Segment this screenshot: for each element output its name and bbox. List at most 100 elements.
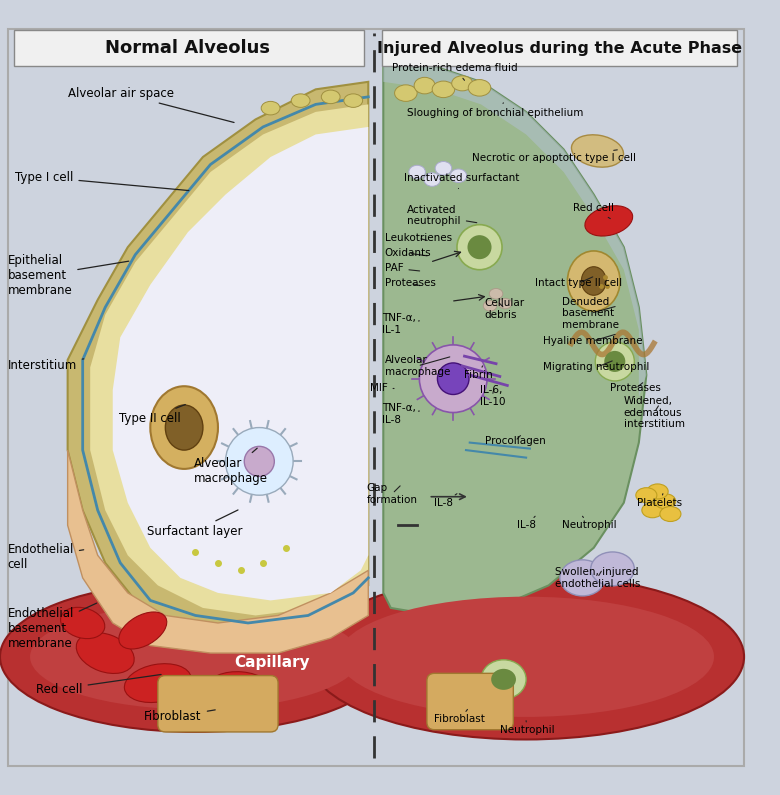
Ellipse shape: [414, 77, 435, 94]
Ellipse shape: [498, 298, 512, 308]
Polygon shape: [383, 60, 647, 585]
Text: IL-8: IL-8: [434, 494, 457, 508]
Text: Activated
neutrophil: Activated neutrophil: [407, 205, 477, 227]
Text: Inactivated surfactant: Inactivated surfactant: [404, 173, 519, 188]
Ellipse shape: [435, 161, 452, 175]
Text: Alveolar
macrophage: Alveolar macrophage: [385, 355, 450, 377]
Text: Neutrophil: Neutrophil: [500, 721, 555, 735]
Text: Gap
formation: Gap formation: [367, 483, 418, 505]
Text: Intact type II cell: Intact type II cell: [535, 277, 622, 289]
Ellipse shape: [30, 604, 361, 709]
Text: Platelets: Platelets: [637, 494, 682, 508]
Polygon shape: [68, 450, 368, 653]
Ellipse shape: [590, 552, 634, 586]
Text: Fibroblast: Fibroblast: [434, 709, 485, 724]
Ellipse shape: [308, 574, 744, 739]
Ellipse shape: [420, 345, 487, 413]
Polygon shape: [113, 127, 368, 600]
FancyBboxPatch shape: [381, 30, 736, 66]
Text: Sloughing of bronchial epithelium: Sloughing of bronchial epithelium: [407, 103, 583, 118]
Text: Type I cell: Type I cell: [15, 171, 189, 191]
Ellipse shape: [124, 664, 191, 703]
Text: Type II cell: Type II cell: [119, 405, 186, 425]
Text: Red cell: Red cell: [36, 674, 161, 696]
Text: Interstitium: Interstitium: [8, 359, 83, 372]
Text: Capillary: Capillary: [234, 654, 310, 669]
Text: Proteases: Proteases: [610, 382, 661, 394]
Text: Cellular
debris: Cellular debris: [485, 298, 525, 320]
Text: TNF-α,
IL-1: TNF-α, IL-1: [381, 313, 420, 335]
Text: Alveolar
macrophage: Alveolar macrophage: [194, 448, 268, 485]
Ellipse shape: [489, 289, 503, 299]
Text: Widened,
edematous
interstitium: Widened, edematous interstitium: [624, 396, 685, 429]
Ellipse shape: [339, 597, 714, 717]
Ellipse shape: [432, 81, 455, 98]
Ellipse shape: [654, 494, 675, 509]
Ellipse shape: [581, 267, 606, 295]
Text: Migrating neutrophil: Migrating neutrophil: [543, 361, 649, 372]
Text: Hyaline membrane: Hyaline membrane: [543, 335, 642, 346]
Polygon shape: [383, 60, 647, 615]
Text: Oxidants: Oxidants: [385, 248, 431, 258]
Text: MIF: MIF: [370, 383, 394, 394]
Ellipse shape: [560, 560, 605, 596]
Ellipse shape: [585, 206, 633, 236]
Ellipse shape: [438, 363, 469, 394]
Text: Swollen, injured
endothelial cells: Swollen, injured endothelial cells: [555, 567, 640, 588]
Ellipse shape: [261, 102, 280, 115]
FancyBboxPatch shape: [13, 30, 363, 66]
Text: Proteases: Proteases: [385, 278, 436, 289]
Text: IL-6,
IL-10: IL-6, IL-10: [480, 386, 505, 407]
Text: Procollagen: Procollagen: [485, 436, 545, 446]
Ellipse shape: [642, 502, 663, 518]
Text: Epithelial
basement
membrane: Epithelial basement membrane: [8, 254, 129, 297]
Text: Neutrophil: Neutrophil: [562, 516, 617, 530]
FancyBboxPatch shape: [8, 29, 744, 766]
Ellipse shape: [165, 405, 203, 450]
Text: Fibroblast: Fibroblast: [144, 710, 215, 723]
Ellipse shape: [660, 506, 681, 522]
Text: Necrotic or apoptotic type I cell: Necrotic or apoptotic type I cell: [472, 149, 636, 164]
Ellipse shape: [572, 135, 623, 167]
Ellipse shape: [395, 85, 417, 102]
Ellipse shape: [291, 94, 310, 107]
Text: Surfactant layer: Surfactant layer: [147, 510, 242, 537]
Ellipse shape: [344, 94, 363, 107]
Ellipse shape: [76, 633, 134, 673]
Ellipse shape: [491, 669, 516, 690]
Polygon shape: [90, 104, 368, 615]
Ellipse shape: [457, 225, 502, 270]
FancyBboxPatch shape: [158, 676, 278, 732]
Ellipse shape: [481, 660, 526, 699]
Polygon shape: [68, 82, 368, 630]
Ellipse shape: [0, 582, 391, 732]
Ellipse shape: [207, 672, 275, 710]
Ellipse shape: [244, 446, 275, 476]
Ellipse shape: [119, 612, 167, 649]
Ellipse shape: [484, 301, 497, 311]
Text: Denuded
basement
membrane: Denuded basement membrane: [562, 297, 619, 330]
Text: Endothelial
basement
membrane: Endothelial basement membrane: [8, 603, 97, 650]
Polygon shape: [383, 82, 639, 585]
Ellipse shape: [604, 351, 626, 372]
Text: Normal Alveolus: Normal Alveolus: [105, 39, 271, 57]
FancyBboxPatch shape: [427, 673, 513, 730]
Ellipse shape: [61, 607, 105, 638]
Ellipse shape: [647, 484, 668, 499]
Ellipse shape: [467, 235, 491, 259]
Ellipse shape: [567, 251, 620, 311]
Text: TNF-α,
IL-8: TNF-α, IL-8: [381, 403, 420, 425]
Ellipse shape: [424, 173, 441, 186]
Text: PAF: PAF: [385, 263, 420, 273]
Ellipse shape: [468, 80, 491, 96]
Ellipse shape: [595, 342, 634, 381]
Text: IL-8: IL-8: [517, 516, 536, 530]
Text: Red cell: Red cell: [573, 203, 614, 219]
Text: Protein-rich edema fluid: Protein-rich edema fluid: [392, 64, 518, 80]
Ellipse shape: [450, 169, 466, 183]
Text: Injured Alveolus during the Acute Phase: Injured Alveolus during the Acute Phase: [378, 41, 743, 56]
Text: Endothelial
cell: Endothelial cell: [8, 543, 83, 571]
Text: Alveolar air space: Alveolar air space: [68, 87, 234, 122]
Ellipse shape: [151, 386, 218, 469]
Ellipse shape: [452, 76, 473, 91]
